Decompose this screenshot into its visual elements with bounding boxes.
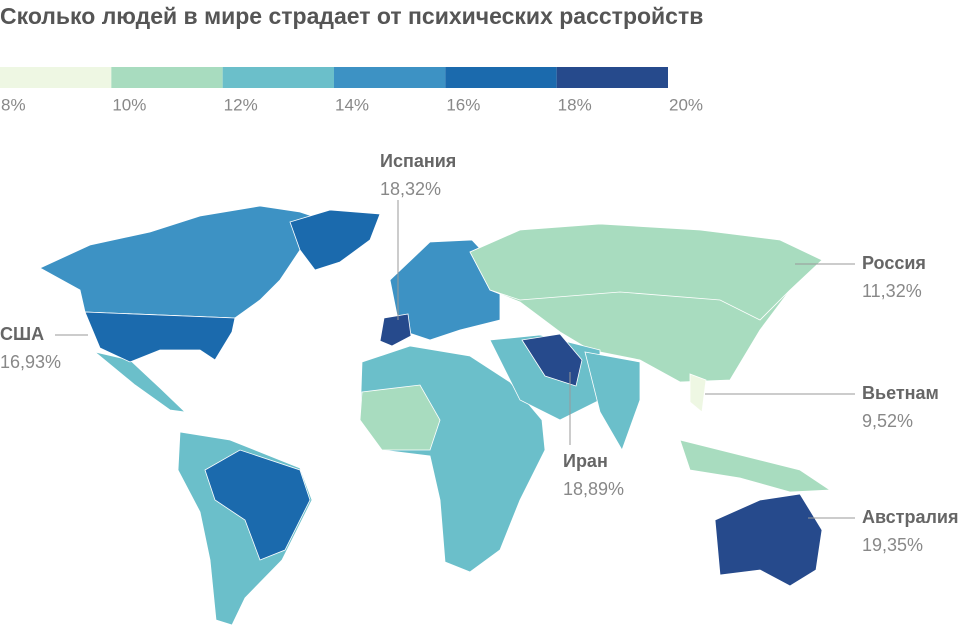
country-value: 18,89% [563,479,624,499]
canada [39,205,331,319]
country [469,223,823,321]
islands [679,439,832,493]
greenland [289,209,381,271]
legend-label: 18% [558,95,592,114]
brazil [204,449,311,561]
mexico [94,351,187,413]
legend-bin [222,67,334,88]
west-africa [359,384,441,451]
country-name: Австралия [862,507,958,527]
legend-label: 10% [112,95,146,114]
legend-label: 20% [669,95,703,114]
legend-bin [111,67,223,88]
country-name: США [0,324,44,344]
legend-bin [556,67,668,88]
legend-label: 12% [224,95,258,114]
country-value: 11,32% [862,281,922,301]
highlighted-countries [84,223,823,587]
country [521,333,583,387]
country-value: 19,35% [862,535,923,555]
country-value: 18,32% [380,179,441,199]
legend-bin [0,67,112,88]
country-value: 9,52% [862,411,913,431]
legend-bin [334,67,446,88]
country [84,311,236,363]
country-name: Иран [563,451,608,471]
legend-label: 16% [446,95,480,114]
country-name: Испания [380,151,456,171]
country-name: Россия [862,253,926,273]
country-value: 16,93% [0,352,61,372]
legend-label: 8% [1,95,26,114]
country [714,493,823,587]
title: Сколько людей в мире страдает от психиче… [0,3,703,29]
legend: 8% 10% 12% 14% 16% 18% 20% [0,67,703,114]
annotations: Испания 18,32% США 16,93% Россия 11,32% Вьетна… [0,151,958,555]
country [689,373,707,413]
country-name: Вьетнам [862,383,939,403]
legend-label: 14% [335,95,369,114]
country [379,313,412,347]
legend-bin [445,67,557,88]
india [584,351,641,451]
